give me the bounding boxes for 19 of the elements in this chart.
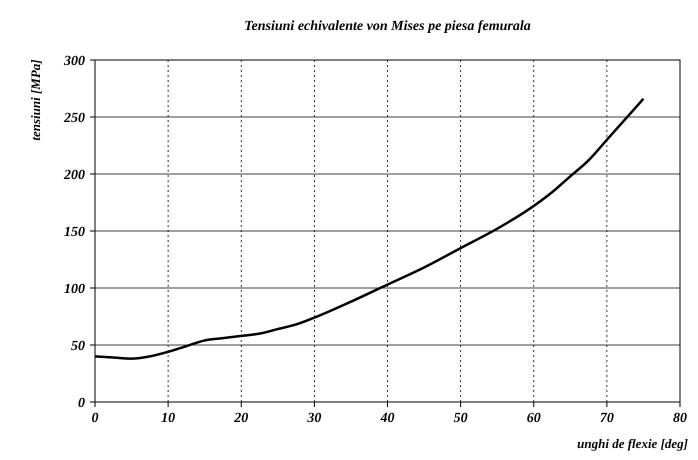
y-tick-label: 250: [63, 111, 85, 126]
y-tick-label: 150: [64, 225, 85, 240]
x-tick-label: 20: [233, 411, 248, 426]
y-tick-label: 0: [78, 396, 85, 411]
y-tick-label: 50: [71, 339, 85, 354]
y-tick-label: 300: [63, 54, 85, 69]
chart-title: Tensiuni echivalente von Mises pe piesa femurala: [244, 19, 531, 34]
x-tick-label: 10: [161, 411, 176, 426]
x-tick-label: 40: [380, 411, 394, 426]
x-tick-label: 0: [92, 411, 98, 426]
x-tick-label: 70: [600, 411, 614, 426]
y-axis-title: tensiuni [MPa]: [28, 59, 43, 141]
x-tick-label: 60: [526, 411, 541, 426]
x-axis-title: unghi de flexie [deg]: [577, 436, 688, 451]
x-tick-label: 80: [673, 411, 687, 426]
x-tick-label: 30: [306, 411, 322, 426]
y-tick-label: 200: [63, 168, 85, 183]
y-tick-label: 100: [64, 282, 85, 297]
x-tick-label: 50: [454, 411, 468, 426]
